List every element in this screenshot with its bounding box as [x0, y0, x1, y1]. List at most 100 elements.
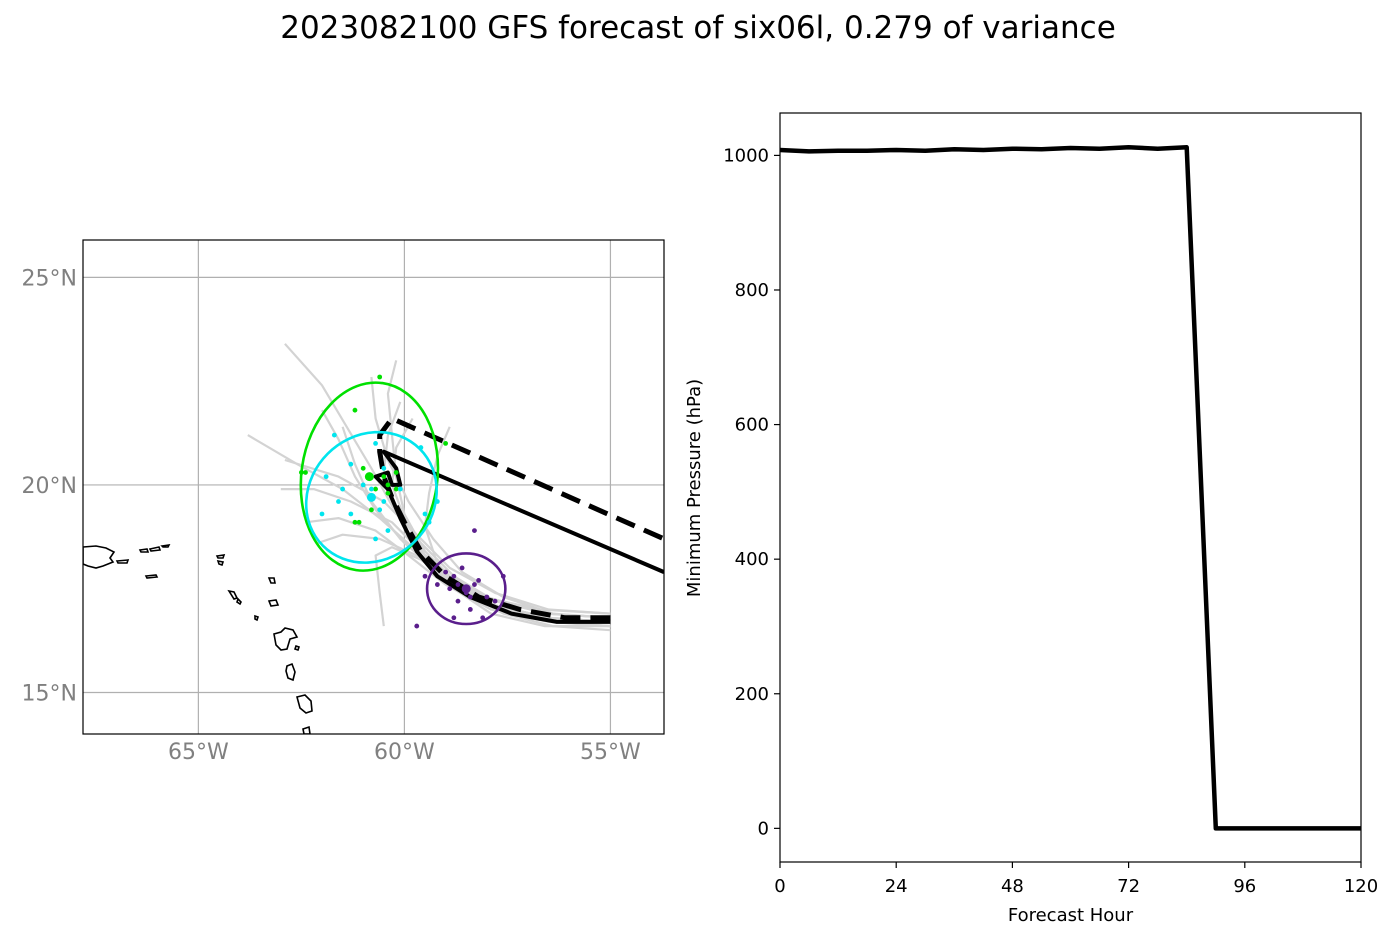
coastline-antigua — [267, 599, 280, 607]
coastline-anguilla — [215, 554, 226, 559]
pressure-ytick-label: 400 — [735, 549, 769, 570]
cluster-point — [393, 470, 399, 475]
cluster-point — [451, 615, 457, 621]
cluster-point — [348, 461, 354, 467]
map-lon-tick-label: 60°W — [374, 740, 435, 765]
coastline-martinique — [296, 694, 313, 714]
pressure-ytick-label: 1000 — [723, 145, 769, 166]
map-lon-tick-label: 55°W — [580, 740, 641, 765]
cluster-point — [303, 470, 308, 475]
cluster-point — [319, 511, 325, 517]
coastline-virgin-islands-3 — [160, 543, 171, 548]
coastline-puerto-rico — [83, 545, 116, 569]
ensemble-track — [386, 360, 611, 628]
cluster-point — [422, 511, 428, 517]
cluster-centroid — [461, 584, 471, 594]
map-tick-labels: 65°W 60°W 55°W 25°N 20°N 15°N — [22, 266, 642, 765]
cluster-centroid — [364, 472, 374, 482]
pressure-xtick-label: 48 — [1001, 876, 1024, 897]
coastline-st-martin — [216, 559, 225, 567]
cluster-point — [373, 536, 378, 542]
cluster-point — [348, 511, 354, 517]
cluster-point — [467, 594, 473, 600]
pressure-frame — [779, 112, 1362, 863]
cluster-point — [360, 465, 366, 471]
cluster-point — [434, 582, 440, 587]
pressure-ytick-label: 800 — [735, 280, 769, 301]
coastline-vieques — [115, 559, 130, 564]
cluster-point — [369, 507, 374, 513]
ensemble-tracks — [247, 343, 611, 632]
pressure-ytick-label: 600 — [735, 415, 769, 436]
cluster-point — [422, 573, 428, 579]
ensemble-track — [382, 401, 611, 619]
pressure-xtick-label: 24 — [885, 876, 908, 897]
map-lat-tick-label: 25°N — [22, 266, 77, 291]
cluster-point — [369, 486, 374, 492]
pressure-series — [780, 145, 1361, 831]
cluster-point — [377, 374, 383, 380]
map-lat-tick-label: 15°N — [22, 681, 77, 706]
map-gridlines — [83, 240, 664, 734]
cluster-point — [443, 441, 449, 446]
cluster-point — [484, 594, 490, 600]
cluster-point — [352, 407, 358, 413]
cluster-point — [381, 474, 387, 480]
cluster-point — [459, 565, 465, 571]
coastline-virgin-islands-2 — [148, 546, 162, 552]
cluster-point — [331, 432, 337, 438]
coastline-dominica — [285, 662, 296, 682]
cluster-point — [373, 441, 378, 446]
cluster-point — [455, 598, 461, 604]
map-lon-tick-label: 65°W — [168, 740, 229, 765]
cluster-centroid — [366, 492, 376, 502]
cluster-point — [381, 499, 387, 504]
cluster-point — [443, 569, 449, 575]
cluster-point — [385, 528, 391, 533]
cluster-point — [397, 486, 403, 492]
cluster-point — [356, 519, 362, 525]
cluster-point — [373, 486, 378, 492]
pressure-xtick-label: 120 — [1344, 876, 1378, 897]
cluster-point — [385, 482, 391, 488]
pressure-panel: 0 24 48 72 96 120 0 200 400 600 800 1000 Forecast H… — [684, 112, 1378, 926]
coastline-st-lucia — [302, 725, 311, 734]
cluster-point — [492, 598, 498, 604]
coastline-st-kitts — [227, 589, 239, 600]
cluster-point — [447, 586, 453, 592]
cluster-point — [451, 573, 457, 579]
cluster-point — [336, 499, 341, 504]
track-map-panel: 65°W 60°W 55°W 25°N 20°N 15°N — [22, 239, 665, 765]
figure-title: 2023082100 GFS forecast of six06l, 0.279… — [280, 10, 1116, 46]
cluster-point — [360, 482, 366, 488]
pressure-xtick-label: 0 — [774, 876, 785, 897]
cluster-point — [340, 486, 345, 492]
ensemble-track — [317, 533, 611, 623]
cluster-point — [381, 465, 387, 471]
cluster-point — [476, 578, 481, 583]
coastline-guadeloupe — [273, 627, 299, 651]
cluster-point — [455, 582, 461, 587]
pressure-ytick-label: 200 — [735, 684, 769, 705]
cluster-point — [352, 519, 358, 525]
cluster-point — [385, 490, 391, 496]
pressure-ticks: 0 24 48 72 96 120 0 200 400 600 800 1000 — [723, 145, 1378, 897]
cluster-point — [377, 507, 383, 513]
coastline-montserrat — [254, 614, 260, 622]
pressure-line — [780, 145, 1361, 831]
coastline-barbuda — [267, 577, 276, 584]
coastline-virgin-islands-1 — [138, 548, 150, 553]
pressure-xlabel: Forecast Hour — [1008, 905, 1134, 926]
pressure-xtick-label: 72 — [1117, 876, 1140, 897]
coastline-st-croix — [144, 574, 159, 579]
pressure-ylabel: Minimum Pressure (hPa) — [684, 379, 705, 597]
coastline-nevis — [236, 597, 242, 606]
ensemble-track — [280, 488, 611, 623]
cluster-point — [467, 607, 473, 612]
map-lat-tick-label: 20°N — [22, 474, 77, 499]
coastline-marie-galante — [293, 644, 301, 652]
coastlines — [83, 543, 313, 734]
pressure-xtick-label: 96 — [1233, 876, 1256, 897]
track-clusters — [298, 374, 507, 629]
